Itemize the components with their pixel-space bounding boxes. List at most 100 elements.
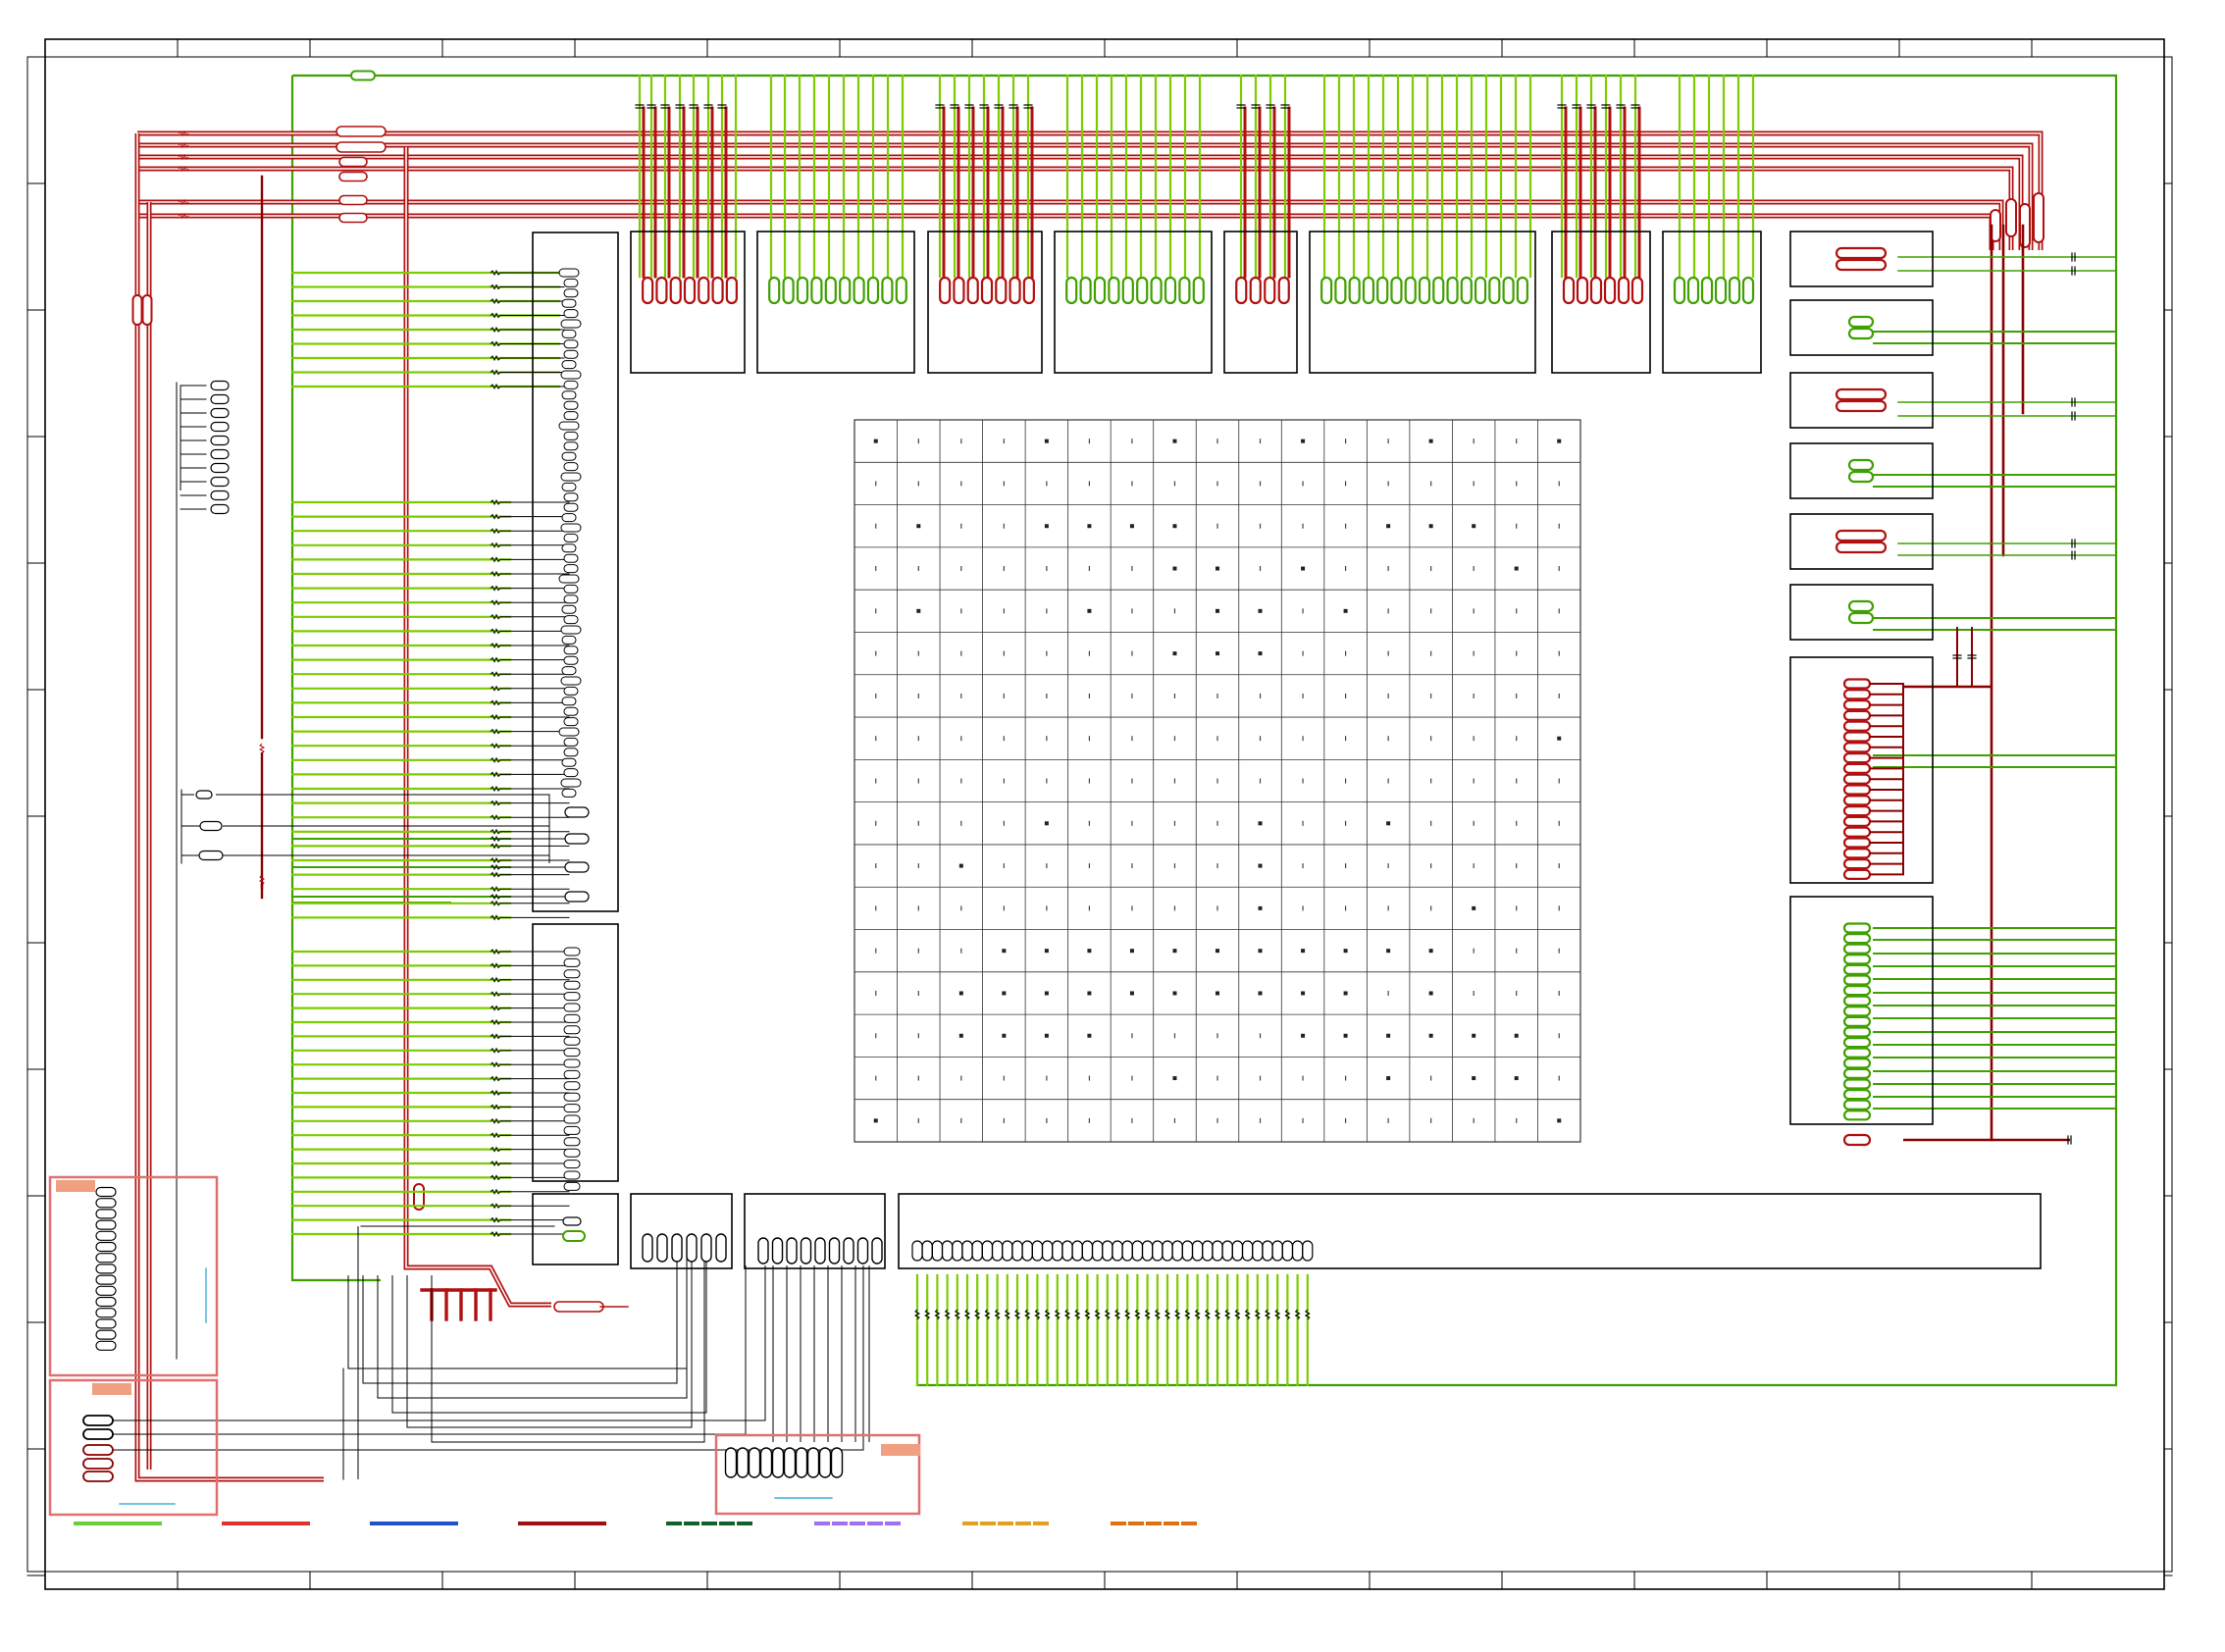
capacitor-icon <box>1266 104 1275 109</box>
via-icon <box>1473 778 1475 784</box>
resistor-icon <box>1184 1309 1191 1320</box>
pad-icon <box>1022 276 1035 305</box>
pad-icon <box>199 820 223 832</box>
via-icon <box>1003 1117 1005 1123</box>
pad-icon <box>1842 1026 1872 1038</box>
via-icon <box>1131 481 1133 487</box>
connector-box-top <box>630 231 746 374</box>
pad-icon <box>1061 1240 1073 1262</box>
via-icon <box>1216 949 1219 954</box>
pad-icon <box>980 276 994 305</box>
resistor-icon <box>490 856 501 864</box>
via-icon <box>1302 905 1304 911</box>
via-icon <box>1473 439 1475 444</box>
via-icon <box>1343 949 1348 954</box>
pad-icon <box>563 1170 581 1180</box>
pad-icon <box>563 706 579 716</box>
via-icon <box>1558 990 1560 996</box>
pad-icon <box>1102 1240 1113 1262</box>
pad-icon <box>562 1230 586 1242</box>
via-icon <box>1428 991 1433 996</box>
pad-icon <box>1728 276 1741 305</box>
pad-icon <box>561 482 577 491</box>
pad-icon <box>939 276 952 305</box>
via-icon <box>1216 523 1218 529</box>
via-icon <box>1003 820 1005 826</box>
via-icon <box>1088 778 1091 784</box>
capacitor-icon <box>1251 104 1261 109</box>
resistor-icon <box>1063 1309 1071 1320</box>
pad-icon <box>561 390 577 400</box>
pad-icon <box>931 1240 944 1262</box>
pad-icon <box>413 1183 425 1211</box>
pad-icon <box>563 1137 581 1147</box>
via-icon <box>1044 1033 1049 1038</box>
green-ring-left <box>290 76 381 1282</box>
pad-icon <box>1041 1240 1054 1262</box>
pad-icon <box>1842 1110 1872 1121</box>
pad-icon <box>1603 276 1617 305</box>
via-icon <box>1516 439 1518 444</box>
via-icon <box>1558 566 1560 572</box>
pad-icon <box>1842 963 1872 976</box>
pad-icon <box>966 276 979 305</box>
pad-icon <box>210 407 230 419</box>
highlight-box-left-lower <box>48 1378 219 1517</box>
pad-icon <box>1835 529 1888 542</box>
via-icon <box>1259 736 1262 742</box>
pad-icon <box>95 1198 117 1209</box>
via-icon <box>1514 1076 1519 1081</box>
resistor-icon <box>490 1160 501 1167</box>
via-icon <box>1473 863 1475 869</box>
pad-icon <box>1212 1240 1223 1262</box>
pad-icon <box>1842 932 1872 945</box>
via-icon <box>1302 863 1304 869</box>
pad-icon <box>1842 1099 1872 1110</box>
resistor-icon <box>490 1075 501 1082</box>
pad-icon <box>1121 1240 1133 1262</box>
resistor-icon <box>490 835 501 843</box>
pad-icon <box>818 1447 832 1478</box>
resistor-icon <box>490 756 501 763</box>
pad-icon <box>911 1240 923 1262</box>
pad-icon <box>1842 762 1872 775</box>
resistor-icon <box>1224 1309 1231 1320</box>
via-icon <box>1259 523 1262 529</box>
via-icon <box>1258 863 1263 868</box>
pad-icon <box>839 276 852 305</box>
pad-icon <box>563 947 581 956</box>
pad-icon <box>1617 276 1630 305</box>
connector-box-top <box>1309 231 1536 374</box>
via-icon <box>1472 1076 1476 1081</box>
pad-icon <box>1432 276 1445 305</box>
resistor-icon <box>490 556 501 563</box>
pad-icon <box>560 778 582 788</box>
via-icon <box>917 481 919 487</box>
via-icon <box>1044 524 1049 529</box>
pad-icon <box>2033 192 2044 243</box>
via-icon <box>875 863 877 869</box>
pad-icon <box>563 1013 581 1023</box>
via-icon <box>1387 863 1389 869</box>
via-icon <box>1387 693 1389 698</box>
pad-icon <box>210 380 230 391</box>
pad-icon <box>1842 784 1872 796</box>
via-icon <box>1473 820 1475 826</box>
via-icon <box>1173 863 1176 869</box>
via-icon <box>1173 905 1176 911</box>
via-icon <box>1387 736 1389 742</box>
pad-icon <box>1108 276 1120 305</box>
resistor-icon <box>490 914 501 921</box>
resistor-icon <box>1024 1309 1031 1320</box>
via-icon <box>1344 481 1347 487</box>
via-icon <box>1129 991 1134 996</box>
resistor-icon <box>490 828 501 835</box>
pad-icon <box>210 476 230 488</box>
pad-icon <box>95 1274 117 1285</box>
pad-icon <box>1241 1240 1254 1262</box>
pad-icon <box>563 748 579 757</box>
via-icon <box>916 608 921 613</box>
pad-icon <box>563 768 579 778</box>
pad-icon <box>759 1447 773 1478</box>
pad-icon <box>757 1237 769 1265</box>
